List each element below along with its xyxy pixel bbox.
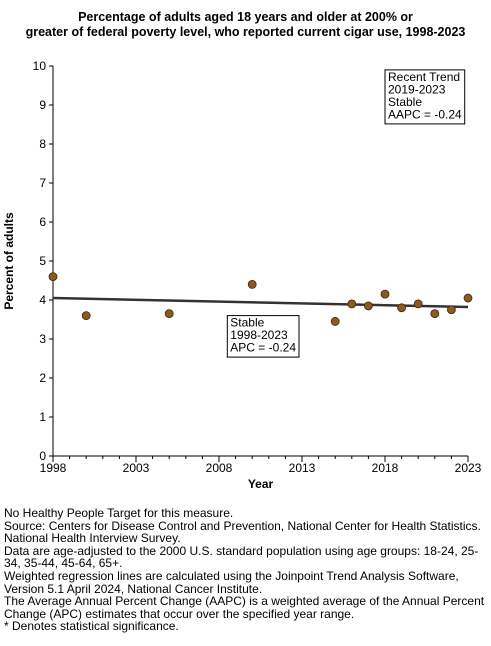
y-tick-label: 4 <box>39 293 46 307</box>
y-axis-label: Percent of adults <box>2 212 16 310</box>
chart-title-line-2: greater of federal poverty level, who re… <box>25 25 466 39</box>
annotation-line: 2019-2023 <box>388 82 446 96</box>
data-point <box>48 272 58 282</box>
y-tick-label: 8 <box>39 137 46 151</box>
footnotes: No Healthy People Target for this measur… <box>4 507 488 633</box>
data-point <box>397 303 407 313</box>
x-tick-label: 2013 <box>289 461 316 475</box>
data-point <box>430 309 440 319</box>
x-tick-label: 2018 <box>372 461 399 475</box>
footnote-age-adjusted: Data are age-adjusted to the 2000 U.S. s… <box>4 543 479 571</box>
footnote-regression: Weighted regression lines are calculated… <box>4 568 459 596</box>
y-tick-label: 10 <box>33 59 47 73</box>
x-tick-label: 1998 <box>40 461 67 475</box>
y-tick-label: 6 <box>39 215 46 229</box>
data-point <box>380 289 390 299</box>
data-point <box>363 301 373 311</box>
y-tick-label: 3 <box>39 332 46 346</box>
annotation-line: APC = -0.24 <box>230 341 296 355</box>
annotation-line: AAPC = -0.24 <box>388 107 462 121</box>
annotation-line: 1998-2023 <box>230 328 288 342</box>
y-tick-label: 9 <box>39 98 46 112</box>
data-point <box>247 279 257 289</box>
footnote-aapc: The Average Annual Percent Change (AAPC)… <box>4 594 485 621</box>
annotation-line: Recent Trend <box>388 70 460 84</box>
footnote-source: Source: Centers for Disease Control and … <box>4 518 481 546</box>
footnote-significance: * Denotes statistical significance. <box>4 619 179 634</box>
data-points <box>48 272 473 326</box>
data-point <box>330 317 340 326</box>
annotation-box <box>226 315 300 358</box>
y-tick-label: 5 <box>39 254 46 268</box>
annotation-line: Stable <box>388 95 422 109</box>
chart-title: Percentage of adults aged 18 years and o… <box>0 10 491 40</box>
x-tick-label: 2023 <box>455 461 482 475</box>
x-axis: 1998 2003 2008 2013 2018 2023 <box>40 456 482 475</box>
chart-title-line-1: Percentage of adults aged 18 years and o… <box>78 10 413 24</box>
data-point <box>463 293 473 303</box>
data-point <box>81 311 91 321</box>
data-point <box>413 299 423 309</box>
data-point <box>446 305 456 315</box>
x-tick-label: 2008 <box>206 461 233 475</box>
y-tick-label: 1 <box>39 410 46 424</box>
data-point <box>347 299 357 309</box>
annotation-line: Stable <box>230 316 264 330</box>
trend-line <box>52 296 469 309</box>
footnote-target: No Healthy People Target for this measur… <box>4 506 234 520</box>
x-axis-label: Year <box>248 477 274 491</box>
plot-area <box>52 66 468 457</box>
data-point <box>164 309 174 319</box>
y-axis: 0 1 2 3 4 5 6 7 8 9 10 <box>33 59 53 463</box>
y-tick-label: 0 <box>39 449 46 463</box>
x-tick-label: 2003 <box>123 461 150 475</box>
y-tick-label: 7 <box>39 176 46 190</box>
y-tick-label: 2 <box>39 371 46 385</box>
scatter-chart: 0 1 2 3 4 5 6 7 8 9 10 1998 2003 2008 2013 2018 2023 Re… <box>2 59 482 491</box>
annotation-box <box>384 69 466 125</box>
